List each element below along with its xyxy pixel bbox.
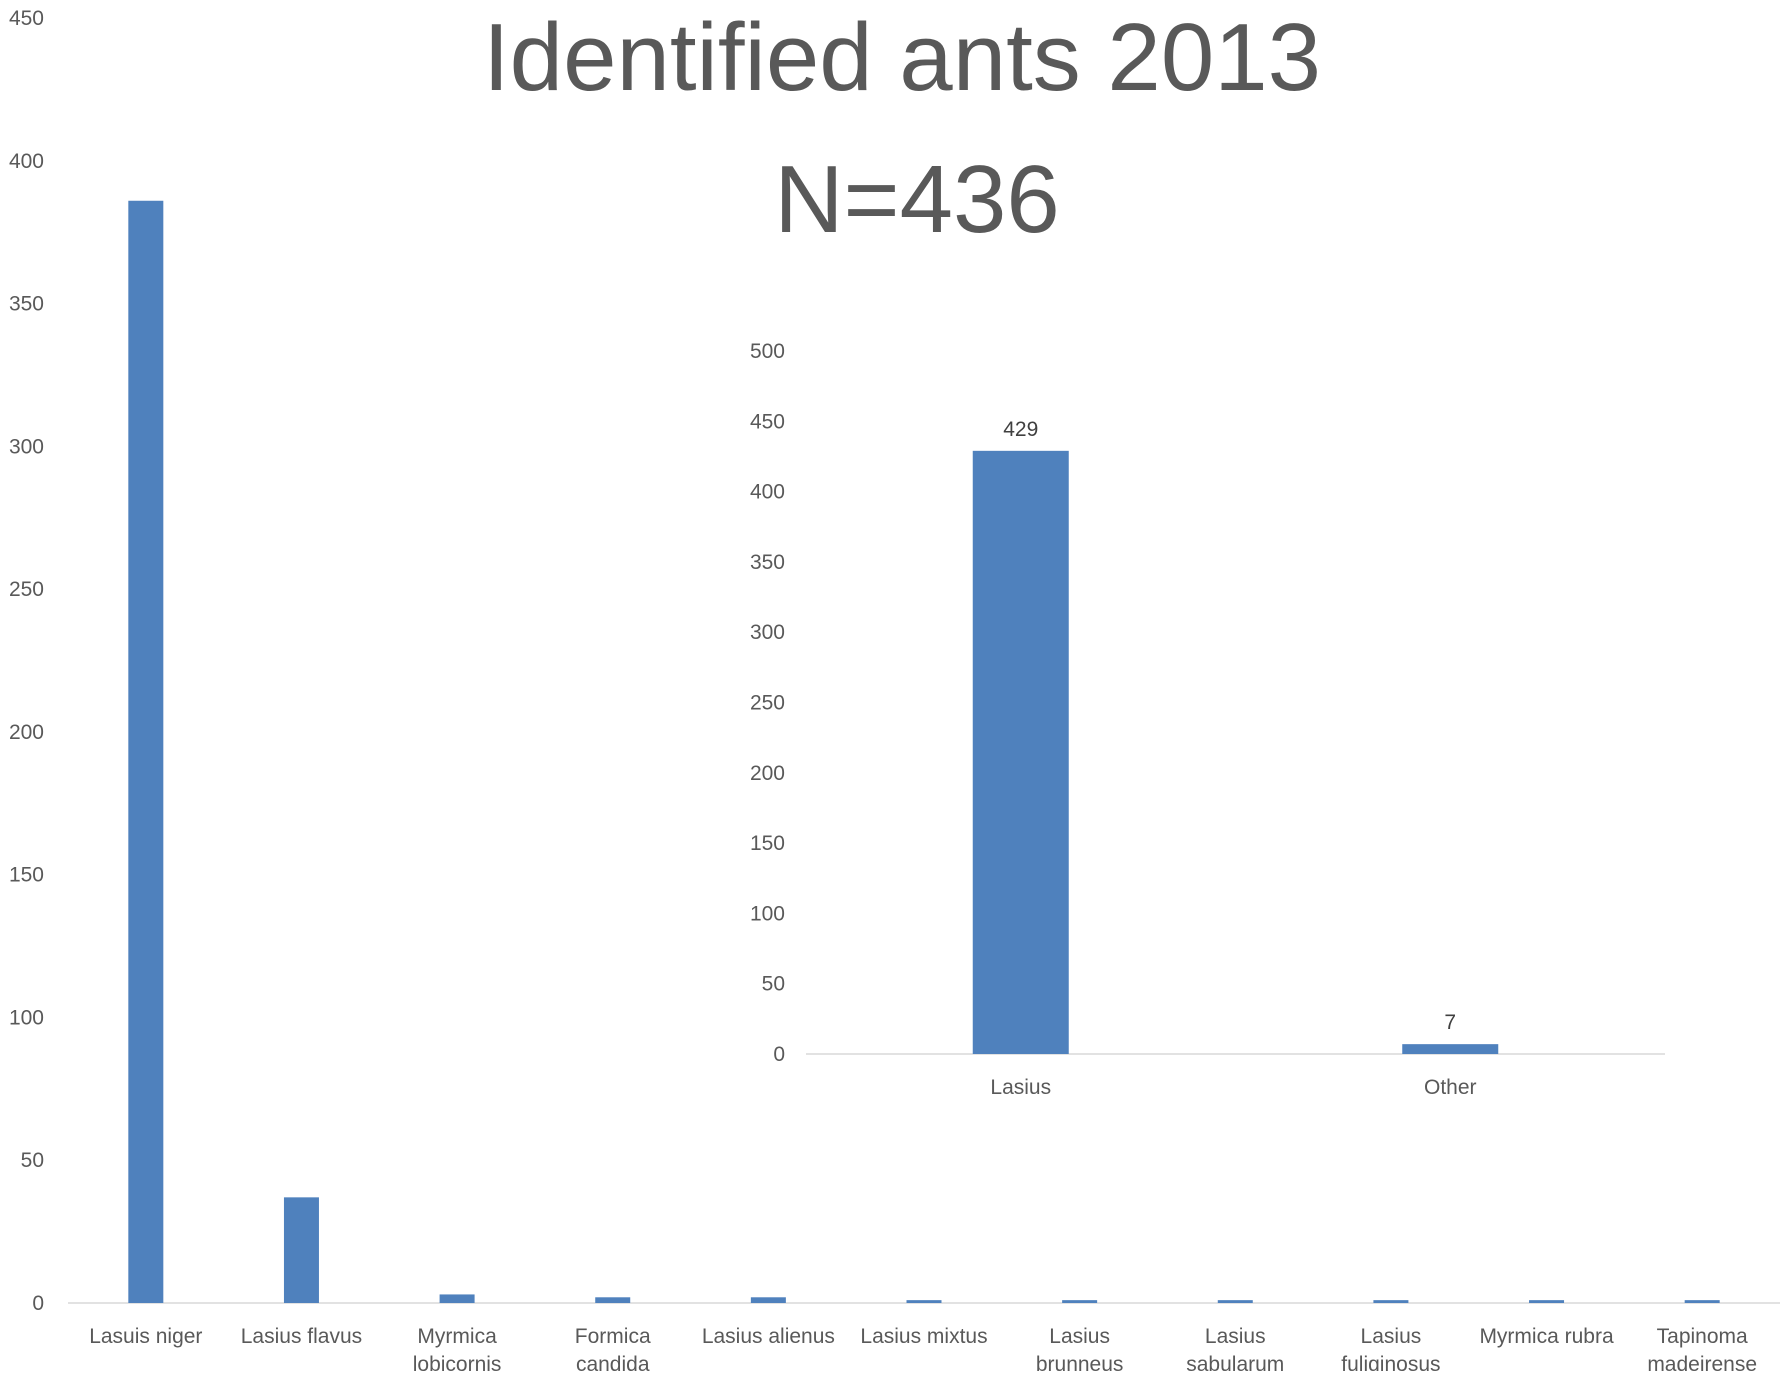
main-bar-0 <box>128 200 164 1303</box>
inset-y-tick-2: 100 <box>750 902 785 925</box>
main-y-tick-7: 350 <box>9 293 44 316</box>
main-bar-5 <box>906 1300 942 1303</box>
main-category-label-10-line-1: madeirense <box>1647 1353 1757 1371</box>
main-bar-10 <box>1684 1300 1720 1303</box>
main-category-label-7-line-1: sabularum <box>1186 1353 1284 1371</box>
main-bar-2 <box>439 1294 475 1303</box>
inset-data-label-0: 429 <box>1003 418 1038 441</box>
main-bar-6 <box>1062 1300 1098 1303</box>
inset-y-tick-5: 250 <box>750 692 785 715</box>
main-category-label-9: Myrmica rubra <box>1479 1325 1614 1348</box>
chart-title-line-1: Identified ants 2013 <box>483 4 1321 111</box>
inset-y-tick-9: 450 <box>750 410 785 433</box>
main-bar-4 <box>750 1297 786 1303</box>
inset-data-label-1: 7 <box>1444 1011 1456 1034</box>
main-y-tick-0: 0 <box>32 1292 44 1315</box>
main-y-tick-3: 150 <box>9 864 44 887</box>
main-bar-3 <box>595 1297 631 1303</box>
inset-category-label-0: Lasius <box>990 1076 1051 1099</box>
main-category-label-6-line-0: Lasius <box>1049 1325 1110 1348</box>
inset-category-label-1: Other <box>1424 1076 1477 1099</box>
inset-y-tick-8: 400 <box>750 481 785 504</box>
main-bar-8 <box>1373 1300 1409 1303</box>
main-bar-9 <box>1529 1300 1565 1303</box>
main-chart: 0 50 100 150 200 250 300 350 400 450 Lasuis niger L… <box>9 7 1780 1376</box>
main-category-label-4: Lasius alienus <box>702 1325 835 1348</box>
main-category-label-1: Lasius flavus <box>241 1325 362 1348</box>
main-y-tick-6: 300 <box>9 435 44 458</box>
main-category-label-6-line-1: brunneus <box>1036 1353 1124 1371</box>
main-category-label-0: Lasuis niger <box>89 1325 202 1348</box>
main-category-label-2-line-1: lobicornis <box>413 1353 502 1371</box>
main-y-tick-4: 200 <box>9 721 44 744</box>
main-category-label-8-line-1: fuliginosus <box>1341 1353 1440 1371</box>
main-category-label-5: Lasius mixtus <box>860 1325 987 1348</box>
inset-chart: 0 50 100 150 200 250 300 350 400 450 500 Lasius 429 O… <box>750 340 1665 1099</box>
main-y-tick-2: 100 <box>9 1006 44 1029</box>
inset-y-tick-1: 50 <box>762 973 785 996</box>
main-category-label-3-line-0: Formica <box>575 1325 651 1348</box>
inset-bar-0 <box>972 450 1069 1054</box>
chart-title-line-2: N=436 <box>774 146 1060 253</box>
main-bar-7 <box>1217 1300 1253 1303</box>
main-y-tick-1: 50 <box>21 1149 44 1172</box>
inset-y-tick-7: 350 <box>750 551 785 574</box>
inset-y-tick-4: 200 <box>750 762 785 785</box>
main-y-tick-8: 400 <box>9 150 44 173</box>
main-category-label-2-line-0: Myrmica <box>417 1325 497 1348</box>
main-bar-1 <box>283 1197 319 1303</box>
main-category-label-7-line-0: Lasius <box>1205 1325 1266 1348</box>
main-y-tick-9: 450 <box>9 7 44 30</box>
main-y-tick-5: 250 <box>9 578 44 601</box>
inset-y-tick-6: 300 <box>750 621 785 644</box>
inset-bar-1 <box>1402 1044 1499 1054</box>
inset-y-tick-0: 0 <box>773 1043 785 1066</box>
main-category-label-10-line-0: Tapinoma <box>1657 1325 1748 1348</box>
inset-y-tick-3: 150 <box>750 832 785 855</box>
main-category-label-8-line-0: Lasius <box>1361 1325 1422 1348</box>
inset-y-tick-10: 500 <box>750 340 785 363</box>
main-category-label-3-line-1: candida <box>576 1353 650 1371</box>
